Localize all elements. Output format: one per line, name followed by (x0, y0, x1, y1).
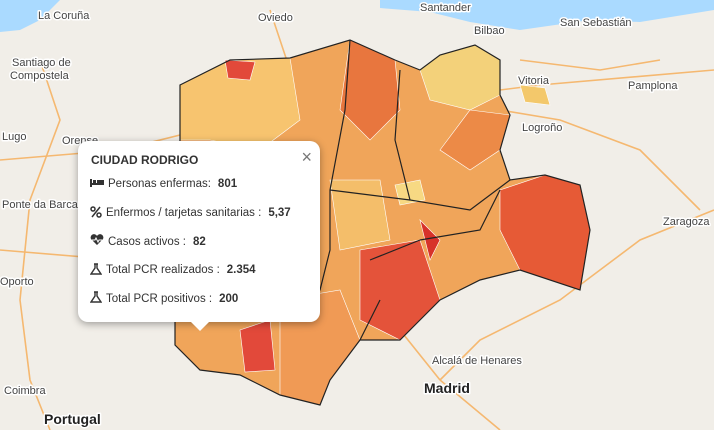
place-label: Santander (420, 2, 471, 14)
row-value: 200 (219, 292, 239, 305)
place-label: Ponte da Barca (2, 199, 79, 211)
place-label: Compostela (10, 70, 70, 82)
row-value: 5,37 (268, 207, 291, 219)
close-button[interactable]: × (301, 147, 312, 167)
sea (380, 0, 714, 30)
row-value: 801 (217, 177, 238, 190)
popup-row: Enfermos / tarjetas sanitarias : 5,37 (90, 205, 291, 221)
place-label: Bilbao (474, 25, 505, 37)
row-icon (90, 234, 104, 249)
row-label: Total PCR realizados : (106, 264, 220, 276)
row-icon (90, 205, 102, 221)
place-label: Portugal (44, 411, 101, 427)
place-label: Lugo (2, 131, 26, 143)
popup-row: Personas enfermas: 801 (90, 177, 237, 190)
row-icon (90, 177, 104, 190)
info-popup: CIUDAD RODRIGO × Personas enfermas: 801 En… (78, 141, 320, 331)
row-value: 2.354 (226, 264, 256, 276)
place-label: Oviedo (258, 12, 293, 24)
sea (0, 0, 60, 32)
place-label: San Sebastián (560, 17, 632, 29)
row-label: Enfermos / tarjetas sanitarias : (106, 207, 262, 219)
place-label: Santiago de (12, 57, 71, 69)
place-label: Alcalá de Henares (432, 355, 522, 367)
place-label: Pamplona (628, 80, 678, 92)
row-icon (89, 291, 103, 306)
row-label: Total PCR positivos : (106, 292, 213, 305)
place-label: Vitoria (518, 75, 550, 87)
row-label: Casos activos : (108, 235, 186, 248)
popup-row: Casos activos : 82 (90, 234, 206, 249)
place-label: Logroño (522, 122, 562, 134)
place-label: Oporto (0, 276, 34, 288)
row-icon (89, 262, 103, 278)
place-label: Zaragoza (663, 216, 710, 228)
row-value: 82 (192, 235, 206, 248)
place-label: Coimbra (4, 385, 46, 397)
place-label: La Coruña (38, 10, 90, 22)
popup-row: Total PCR positivos : 200 (89, 291, 239, 306)
place-label: Madrid (424, 380, 470, 396)
popup-title: CIUDAD RODRIGO (91, 153, 199, 167)
popup-row: Total PCR realizados : 2.354 (89, 262, 256, 278)
popup-pointer (190, 321, 210, 331)
row-label: Personas enfermas: (108, 177, 211, 190)
